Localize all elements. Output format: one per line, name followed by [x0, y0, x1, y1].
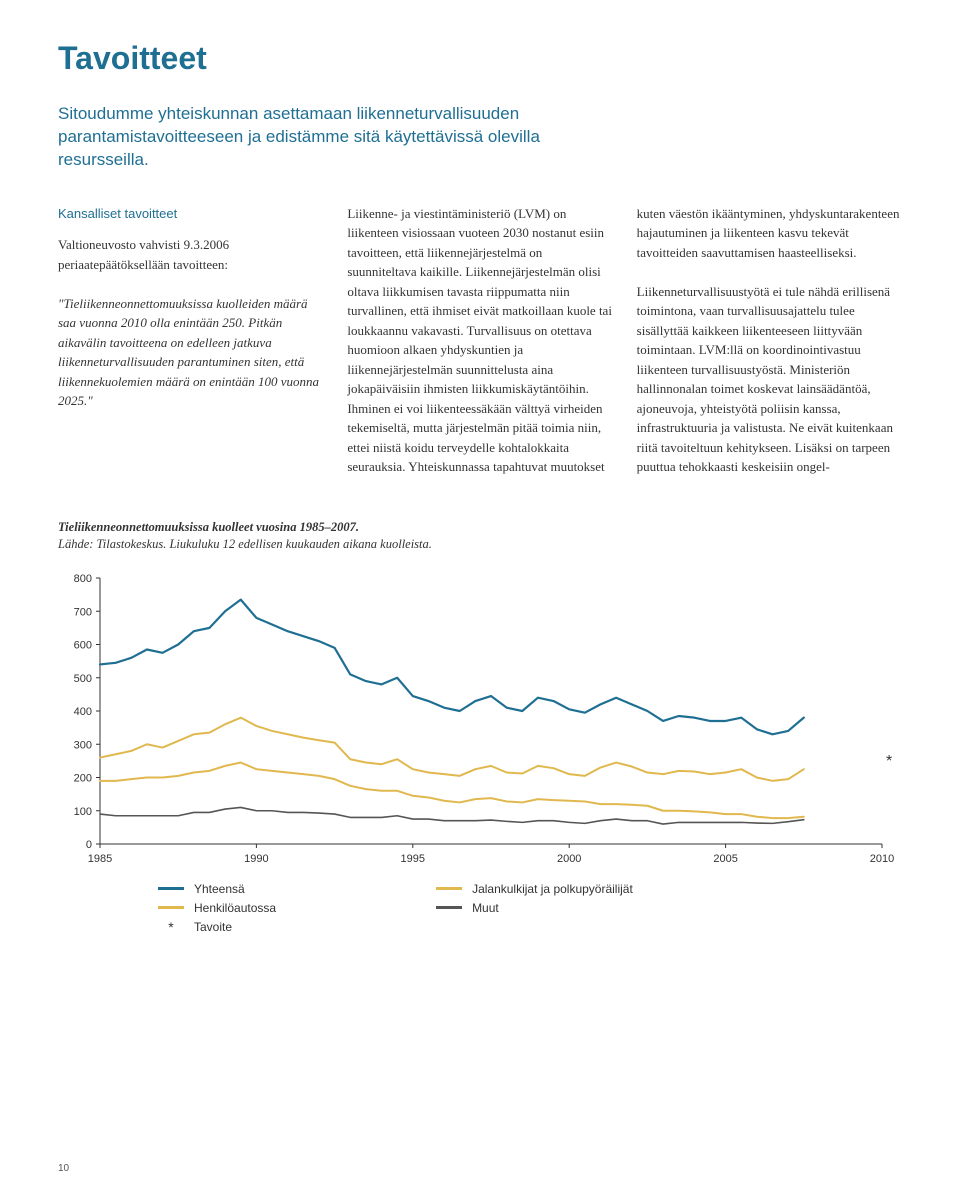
column-3: kuten väestön ikääntyminen, yhdyskuntara…	[637, 204, 902, 477]
svg-text:100: 100	[74, 806, 92, 818]
svg-text:2010: 2010	[870, 853, 894, 865]
chart-svg: 0 100 200 300 400 500 600 700 800 1985 1990 1995 200…	[58, 572, 902, 872]
page-title: Tavoitteet	[58, 40, 902, 77]
chart-caption-main: Tieliikenneonnettomuuksissa kuolleet vuo…	[58, 520, 359, 534]
legend-target: * Tavoite	[158, 920, 276, 934]
svg-text:300: 300	[74, 739, 92, 751]
legend-swatch-total	[158, 887, 184, 890]
chart-legend: Yhteensä Henkilöautossa * Tavoite Jalank…	[158, 882, 882, 934]
legend-pedcyc: Jalankulkijat ja polkupyöräilijät	[436, 882, 633, 896]
svg-text:200: 200	[74, 772, 92, 784]
legend-label-car: Henkilöautossa	[194, 901, 276, 915]
chart-caption: Tieliikenneonnettomuuksissa kuolleet vuo…	[58, 519, 902, 554]
legend-total: Yhteensä	[158, 882, 276, 896]
col1-heading: Kansalliset tavoitteet	[58, 204, 323, 224]
svg-text:400: 400	[74, 706, 92, 718]
target-star-icon: *	[158, 920, 184, 934]
legend-other: Muut	[436, 901, 633, 915]
legend-car: Henkilöautossa	[158, 901, 276, 915]
svg-text:2000: 2000	[557, 853, 581, 865]
column-1: Kansalliset tavoitteet Valtioneuvosto va…	[58, 204, 323, 477]
page-number: 10	[58, 1163, 69, 1174]
col1-lead: Valtioneuvosto vahvisti 9.3.2006 periaat…	[58, 237, 229, 272]
svg-text:600: 600	[74, 639, 92, 651]
col3-body: kuten väestön ikääntyminen, yhdyskuntara…	[637, 206, 900, 475]
svg-text:500: 500	[74, 673, 92, 685]
svg-text:2005: 2005	[713, 853, 737, 865]
svg-text:1995: 1995	[401, 853, 425, 865]
legend-label-target: Tavoite	[194, 920, 232, 934]
legend-right: Jalankulkijat ja polkupyöräilijät Muut	[436, 882, 633, 934]
col2-body: Liikenne- ja viestintäministeriö (LVM) o…	[347, 206, 612, 475]
svg-text:0: 0	[86, 839, 92, 851]
body-columns: Kansalliset tavoitteet Valtioneuvosto va…	[58, 204, 902, 477]
intro-text: Sitoudumme yhteiskunnan asettamaan liike…	[58, 103, 598, 172]
legend-swatch-other	[436, 906, 462, 909]
legend-label-other: Muut	[472, 901, 499, 915]
legend-swatch-car	[158, 906, 184, 909]
svg-text:800: 800	[74, 573, 92, 585]
legend-left: Yhteensä Henkilöautossa * Tavoite	[158, 882, 276, 934]
legend-label-pedcyc: Jalankulkijat ja polkupyöräilijät	[472, 882, 633, 896]
chart: 0 100 200 300 400 500 600 700 800 1985 1990 1995 200…	[58, 572, 902, 922]
legend-swatch-pedcyc	[436, 887, 462, 890]
legend-label-total: Yhteensä	[194, 882, 245, 896]
chart-caption-sub: Lähde: Tilastokeskus. Liukuluku 12 edell…	[58, 537, 432, 551]
svg-text:1990: 1990	[244, 853, 268, 865]
col1-quote: "Tieliikenneonnettomuuksissa kuolleiden …	[58, 296, 319, 409]
svg-text:700: 700	[74, 606, 92, 618]
svg-text:1985: 1985	[88, 853, 112, 865]
svg-text:*: *	[886, 753, 892, 770]
column-2: Liikenne- ja viestintäministeriö (LVM) o…	[347, 204, 612, 477]
